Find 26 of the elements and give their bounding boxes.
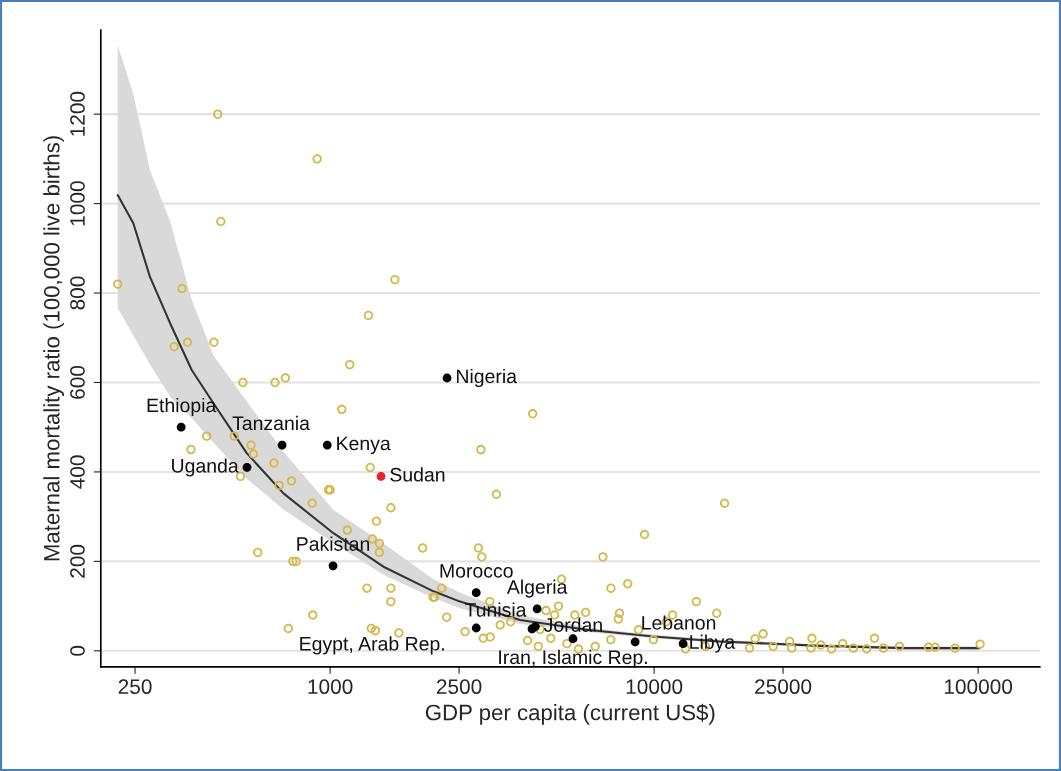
annotation: Ethiopia [147, 397, 217, 417]
x-axis-title: GDP per capita (current US$) [425, 703, 715, 725]
annotation: Algeria [506, 579, 568, 598]
x-tick-label: 250 [118, 679, 152, 695]
annotation: Sudan [390, 467, 445, 482]
y-tick-label: 1200 [70, 91, 85, 136]
annotation: Tanzania [232, 415, 310, 431]
annotation: Lebanon [642, 615, 716, 630]
x-tick-label: 2500 [436, 679, 482, 695]
x-tick-label: 10000 [626, 679, 683, 695]
annotation: Iran, Islamic Rep. [499, 649, 647, 668]
annotation: Uganda [172, 458, 239, 477]
y-axis-title: Maternal mortality ratio (100,000 live births) [43, 136, 65, 561]
x-tick-label: 1000 [308, 679, 353, 695]
x-tick-label: 25000 [755, 679, 812, 695]
y-tick-label: 0 [70, 645, 85, 656]
x-tick-label: 100000 [944, 679, 1013, 695]
y-tick-label: 600 [70, 365, 85, 399]
annotation: Morocco [440, 564, 513, 578]
y-tick-label: 400 [70, 455, 85, 489]
y-tick-label: 800 [70, 276, 85, 310]
annotation: Kenya [337, 436, 391, 455]
annotation: Egypt, Arab Rep. [300, 636, 444, 655]
y-tick-label: 1000 [70, 181, 85, 226]
y-tick-label: 200 [70, 544, 85, 578]
annotation: Nigeria [456, 368, 517, 388]
